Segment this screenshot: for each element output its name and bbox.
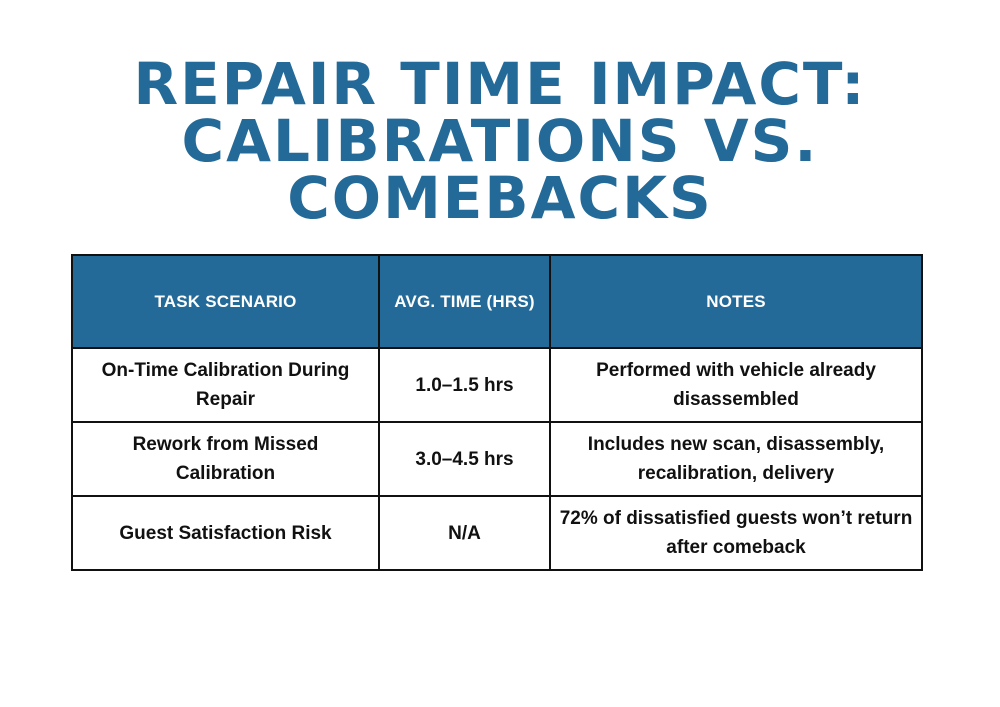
- cell-notes: 72% of dissatisfied guests won’t return …: [549, 495, 923, 571]
- title-line-1: REPAIR TIME IMPACT:: [133, 50, 867, 118]
- title-line-2: CALIBRATIONS VS.: [181, 107, 819, 175]
- header-task-scenario: TASK SCENARIO: [71, 254, 380, 349]
- cell-notes: Includes new scan, disassembly, recalibr…: [549, 421, 923, 497]
- cell-time: 3.0–4.5 hrs: [378, 421, 551, 497]
- cell-scenario: Guest Satisfaction Risk: [71, 495, 380, 571]
- table-row: Rework from Missed Calibration 3.0–4.5 h…: [71, 421, 923, 497]
- table-row: Guest Satisfaction Risk N/A 72% of dissa…: [71, 495, 923, 571]
- page-title: REPAIR TIME IMPACT: CALIBRATIONS VS. COM…: [0, 50, 1000, 232]
- table-header-row: TASK SCENARIO AVG. TIME (HRS) NOTES: [71, 254, 923, 349]
- header-notes: NOTES: [549, 254, 923, 349]
- cell-notes: Performed with vehicle already disassemb…: [549, 347, 923, 423]
- cell-scenario: Rework from Missed Calibration: [71, 421, 380, 497]
- title-line-3: COMEBACKS: [287, 164, 713, 232]
- header-avg-time: AVG. TIME (HRS): [378, 254, 551, 349]
- comparison-table: TASK SCENARIO AVG. TIME (HRS) NOTES On-T…: [71, 254, 923, 571]
- cell-scenario: On-Time Calibration During Repair: [71, 347, 380, 423]
- cell-time: N/A: [378, 495, 551, 571]
- table-row: On-Time Calibration During Repair 1.0–1.…: [71, 347, 923, 423]
- cell-time: 1.0–1.5 hrs: [378, 347, 551, 423]
